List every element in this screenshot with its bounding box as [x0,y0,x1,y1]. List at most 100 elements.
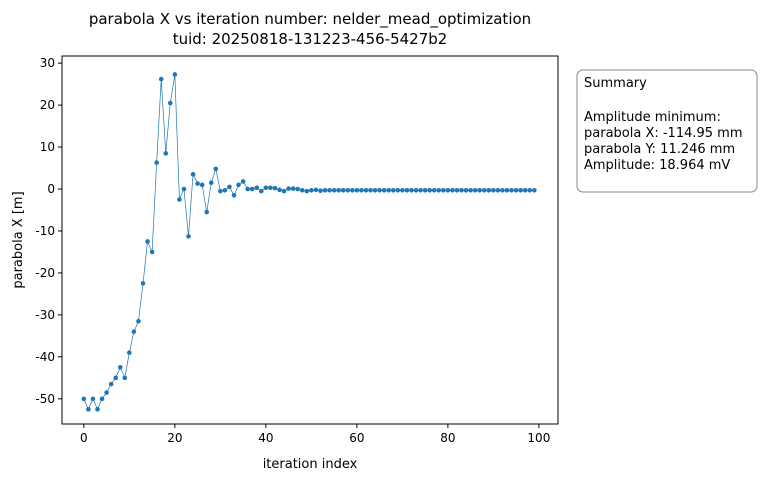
data-point [345,187,351,193]
data-point [149,249,155,255]
data-point [113,375,118,381]
data-point [390,187,396,193]
data-point [86,407,91,412]
data-point [504,187,510,193]
data-point [409,187,414,193]
data-point [190,172,196,177]
data-point [131,329,137,334]
summary-title: Summary [584,76,647,91]
data-point [272,185,278,191]
data-point [463,187,469,193]
data-point [422,187,428,193]
data-point [277,187,282,193]
data-point [486,187,492,193]
data-point [259,188,264,194]
y-tick-label: 0 [47,182,55,196]
data-point [304,188,310,194]
data-point [481,187,487,193]
data-point [204,209,210,215]
data-point [331,187,337,193]
data-point [491,187,496,193]
data-point [413,187,419,193]
data-point [454,187,460,193]
data-point [322,187,328,193]
data-point [117,365,123,370]
plot-frame [61,55,559,425]
x-tick-label: 0 [80,431,88,445]
data-point [104,390,109,395]
data-point [472,187,478,193]
data-point [386,187,392,193]
data-point [163,151,169,156]
y-tick-label: 10 [40,140,55,154]
data-point [431,187,437,193]
summary-line: Amplitude: 18.964 mV [584,158,730,173]
data-point [227,184,232,190]
data-point [168,100,173,106]
y-tick-label: -30 [35,308,55,322]
x-tick-label: 40 [258,431,273,445]
data-point [231,193,237,198]
data-point [108,381,114,387]
data-point [154,160,159,165]
data-point [99,396,105,402]
data-point [213,166,219,172]
data-point [136,318,141,324]
data-point [145,239,150,244]
y-axis-label: parabola X [m] [11,191,26,288]
data-point [477,187,483,193]
data-point [127,350,132,355]
data-point [81,396,87,402]
data-point [359,187,364,193]
data-point [500,187,505,193]
data-point [381,187,387,193]
data-point [368,187,373,193]
data-point [195,181,200,186]
data-point [395,187,401,193]
chart-subtitle: tuid: 20250818-131223-456-5427b2 [173,30,448,48]
data-point [186,234,191,239]
data-point [445,187,451,193]
data-point [518,187,523,193]
summary-line: parabola X: -114.95 mm [584,126,743,141]
data-point [363,187,369,193]
data-point [404,187,410,193]
data-point [263,185,269,191]
data-point [495,187,501,193]
data-point [513,187,519,193]
y-tick-label: -10 [35,224,55,238]
y-tick-label: -20 [35,266,55,280]
data-point [400,187,405,193]
data-point [268,185,273,191]
data-point [199,182,205,188]
data-point [354,187,360,193]
data-point [309,187,314,193]
data-point [177,197,182,202]
data-point [299,187,305,193]
data-point [441,187,446,193]
data-point [436,187,442,193]
y-tick-label: 30 [40,56,55,70]
x-tick-label: 20 [167,431,182,445]
y-tick-label: -50 [35,392,55,406]
data-point [122,375,128,381]
data-point [286,186,291,191]
summary-box [576,69,758,193]
data-point [240,179,246,184]
data-point [313,187,319,193]
data-point [340,187,346,193]
data-point [522,187,528,193]
data-point [427,187,432,193]
data-point [281,188,287,194]
x-tick-label: 60 [349,431,364,445]
data-point [181,186,187,192]
x-axis-label: iteration index [263,457,358,472]
data-point [318,188,323,193]
data-point [459,187,464,193]
summary-line: Amplitude minimum: [584,110,721,125]
data-point [158,76,164,82]
data-point [450,187,455,193]
data-point [208,180,214,186]
chart-title: parabola X vs iteration number: nelder_m… [89,10,531,29]
